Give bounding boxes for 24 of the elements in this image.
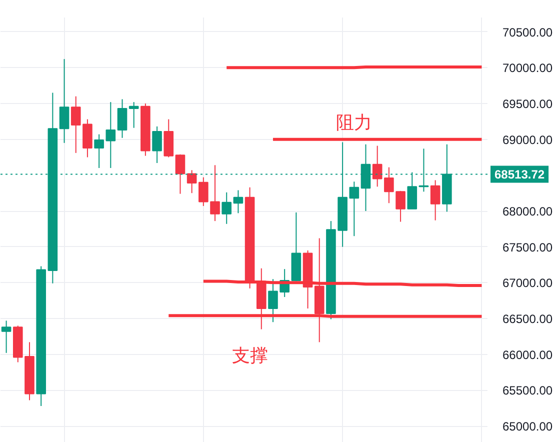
y-tick-label: 69500.00 <box>502 97 553 112</box>
y-tick-label: 70500.00 <box>502 25 553 40</box>
y-tick-label: 66000.00 <box>502 348 553 362</box>
y-tick-label: 65000.00 <box>502 420 553 434</box>
candlestick <box>430 180 440 221</box>
candlestick <box>128 102 139 128</box>
y-tick-label: 67000.00 <box>502 276 553 290</box>
candlestick <box>186 170 197 194</box>
series-label: 阻力 <box>336 112 372 134</box>
series-label: 支撑 <box>232 346 268 367</box>
candlestick <box>233 190 244 214</box>
y-tick-label: 66500.00 <box>502 312 553 326</box>
candlestick <box>175 154 186 194</box>
candlestick <box>222 192 232 224</box>
candlestick <box>152 126 162 164</box>
y-tick-label: 68000.00 <box>502 204 553 219</box>
candlestick <box>59 58 70 144</box>
y-tick-label: 69000.00 <box>502 132 553 147</box>
y-tick-label: 67500.00 <box>502 240 553 254</box>
y-tick-label: 65500.00 <box>502 384 553 398</box>
candlestick <box>117 98 128 138</box>
y-tick-label: 70000.00 <box>502 61 553 76</box>
ref-line-label: 68513.72 <box>494 168 545 182</box>
candlestick <box>1 320 12 354</box>
